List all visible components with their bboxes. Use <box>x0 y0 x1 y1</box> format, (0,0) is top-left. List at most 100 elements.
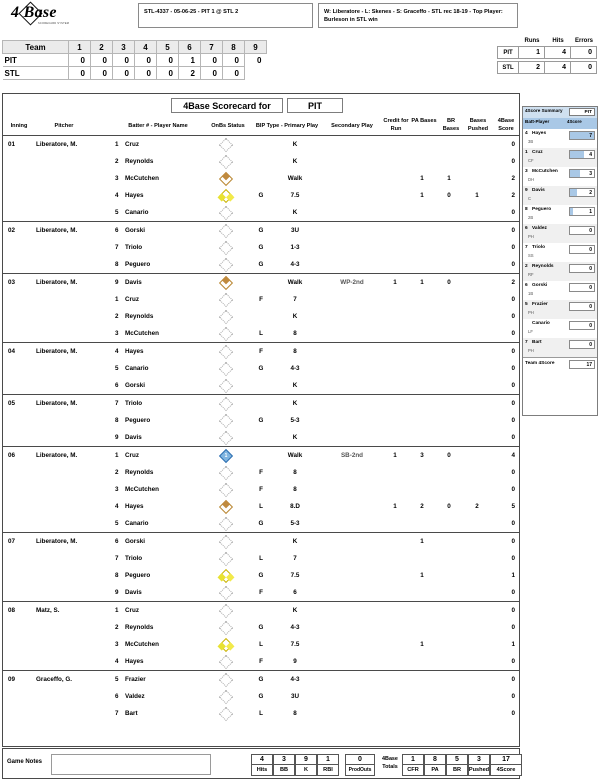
summary-player-row[interactable]: 7 Bart PH 0 <box>523 338 597 357</box>
play-row[interactable]: 7 Triolo L 7 0 <box>3 550 519 567</box>
footer-stat-value: 5 <box>446 754 468 765</box>
play-row[interactable]: 3 McCutchen L 8 0 <box>3 325 519 342</box>
summary-player-position: C <box>528 196 532 201</box>
summary-player-name: Valdez <box>532 226 547 231</box>
play-row[interactable]: 5 Canario G 4-3 0 <box>3 360 519 377</box>
runs-hits-errors-panel: Runs Hits Errors PIT 1 4 0 STL 2 4 0 <box>497 38 597 74</box>
summary-player-row[interactable]: 2 Reynolds RF 0 <box>523 262 597 281</box>
play-row[interactable]: 2 Reynolds K 0 <box>3 308 519 325</box>
credit-for-run: 1 <box>393 452 397 459</box>
onbase-status-icon[interactable] <box>216 223 238 239</box>
onbase-status-icon[interactable] <box>216 257 238 273</box>
batter-name: Davis <box>125 434 142 441</box>
onbase-status-icon[interactable] <box>216 240 238 256</box>
summary-player-row[interactable]: 4 Hayes 3B 7 <box>523 129 597 148</box>
play-row[interactable]: 5 Canario G 5-3 0 <box>3 515 519 532</box>
play-row[interactable]: 7 Bart L 8 0 <box>3 705 519 722</box>
play-4score: 0 <box>511 469 515 476</box>
play-row[interactable]: 2 Reynolds G 4-3 0 <box>3 619 519 636</box>
summary-title-row: 4Score Summary PIT <box>523 107 597 118</box>
play-row[interactable]: 5 Canario K 0 <box>3 204 519 221</box>
summary-player-name: Bart <box>532 340 542 345</box>
play-row[interactable]: 1 Cruz F 7 0 <box>3 291 519 308</box>
onbase-status-icon[interactable] <box>216 672 238 688</box>
onbase-status-icon[interactable] <box>216 516 238 532</box>
onbase-status-icon[interactable] <box>216 603 238 619</box>
onbase-status-icon[interactable] <box>216 568 238 584</box>
play-row[interactable]: 3 McCutchen Walk 1 1 2 <box>3 170 519 187</box>
play-row[interactable]: 3 McCutchen F 8 0 <box>3 481 519 498</box>
onbase-status-icon[interactable] <box>216 620 238 636</box>
summary-player-row[interactable]: 1 Cruz CF 4 <box>523 148 597 167</box>
play-row[interactable]: 9 Davis F 6 0 <box>3 584 519 601</box>
summary-player-row[interactable]: 3 McCutchen DH 3 <box>523 167 597 186</box>
play-row[interactable]: 09 Graceffo, G. 5 Frazier G 4-3 0 <box>3 671 519 688</box>
onbase-status-icon[interactable] <box>216 275 238 291</box>
onbase-status-icon[interactable] <box>216 551 238 567</box>
score-fill-bar <box>570 170 581 177</box>
play-row[interactable]: 8 Peguero G 4-3 0 <box>3 256 519 273</box>
onbase-status-icon[interactable] <box>216 534 238 550</box>
onbase-status-icon[interactable] <box>216 344 238 360</box>
summary-player-row[interactable]: Canario LF 0 <box>523 319 597 338</box>
play-row[interactable]: 04 Liberatore, M. 4 Hayes F 8 0 <box>3 343 519 360</box>
play-row[interactable]: 2 Reynolds F 8 0 <box>3 464 519 481</box>
onbase-status-icon[interactable] <box>216 637 238 653</box>
summary-player-row[interactable]: 7 Triolo SS 0 <box>523 243 597 262</box>
play-row[interactable]: 6 Valdez G 3U 0 <box>3 688 519 705</box>
batter-number: 5 <box>115 209 119 216</box>
onbase-status-icon[interactable] <box>216 654 238 670</box>
onbase-status-icon[interactable] <box>216 154 238 170</box>
play-row[interactable]: 8 Peguero G 7.5 1 1 <box>3 567 519 584</box>
rhe-label-errors: Errors <box>574 38 593 44</box>
onbase-status-icon[interactable] <box>216 361 238 377</box>
onbase-status-icon[interactable] <box>216 465 238 481</box>
onbase-status-icon[interactable] <box>216 188 238 204</box>
summary-player-row[interactable]: 5 Frazier PH 0 <box>523 300 597 319</box>
onbase-status-icon[interactable] <box>216 309 238 325</box>
onbase-status-icon[interactable] <box>216 137 238 153</box>
play-row[interactable]: 3 McCutchen L 7.5 1 1 <box>3 636 519 653</box>
credit-for-run: 1 <box>393 279 397 286</box>
onbase-status-icon[interactable] <box>216 430 238 446</box>
summary-player-row[interactable]: 6 Gorski 1B 0 <box>523 281 597 300</box>
play-row[interactable]: 7 Triolo G 1-3 0 <box>3 239 519 256</box>
scorecard-title-row: 4Base Scorecard for PIT <box>3 94 519 116</box>
play-row[interactable]: 05 Liberatore, M. 7 Triolo K 0 <box>3 395 519 412</box>
onbase-status-icon[interactable] <box>216 171 238 187</box>
play-row[interactable]: 6 Gorski K 0 <box>3 377 519 394</box>
summary-player-name: Reynolds <box>532 264 554 269</box>
play-row[interactable]: 01 Liberatore, M. 1 Cruz K 0 <box>3 136 519 153</box>
play-row[interactable]: 4 Hayes L 8.D 1 2 0 2 5 <box>3 498 519 515</box>
play-row[interactable]: 4 Hayes F 9 0 <box>3 653 519 670</box>
summary-player-row[interactable]: 6 Valdez PH 0 <box>523 224 597 243</box>
footer-stat-label: PA <box>424 765 446 776</box>
play-row[interactable]: 06 Liberatore, M. 1 Cruz Walk SB-2nd 1 3 0 4 <box>3 447 519 464</box>
onbase-status-icon[interactable] <box>216 292 238 308</box>
play-row[interactable]: 08 Matz, S. 1 Cruz K 0 <box>3 602 519 619</box>
onbase-status-icon[interactable] <box>216 448 238 464</box>
play-row[interactable]: 4 Hayes G 7.5 1 0 1 2 <box>3 187 519 204</box>
onbase-status-icon[interactable] <box>216 396 238 412</box>
onbase-status-icon[interactable] <box>216 205 238 221</box>
summary-player-row[interactable]: 9 Davis C 2 <box>523 186 597 205</box>
onbase-status-icon[interactable] <box>216 378 238 394</box>
onbase-status-icon[interactable] <box>216 482 238 498</box>
onbase-status-icon[interactable] <box>216 326 238 342</box>
onbase-status-icon[interactable] <box>216 689 238 705</box>
batter-name: McCutchen <box>125 175 159 182</box>
onbase-status-icon[interactable] <box>216 706 238 722</box>
primary-play: K <box>292 400 298 407</box>
onbase-status-icon[interactable] <box>216 585 238 601</box>
onbase-status-icon[interactable] <box>216 499 238 515</box>
play-row[interactable]: 2 Reynolds K 0 <box>3 153 519 170</box>
game-notes-input[interactable] <box>51 754 211 775</box>
scorecard-team-badge[interactable]: PIT <box>287 98 343 113</box>
play-row[interactable]: 03 Liberatore, M. 9 Davis Walk WP-2nd 1 1 0 2 <box>3 274 519 291</box>
play-row[interactable]: 07 Liberatore, M. 6 Gorski K 1 0 <box>3 533 519 550</box>
onbase-status-icon[interactable] <box>216 413 238 429</box>
play-row[interactable]: 02 Liberatore, M. 6 Gorski G 3U 0 <box>3 222 519 239</box>
summary-player-row[interactable]: 8 Peguero 2B 1 <box>523 205 597 224</box>
play-row[interactable]: 9 Davis K 0 <box>3 429 519 446</box>
play-row[interactable]: 8 Peguero G 5-3 0 <box>3 412 519 429</box>
